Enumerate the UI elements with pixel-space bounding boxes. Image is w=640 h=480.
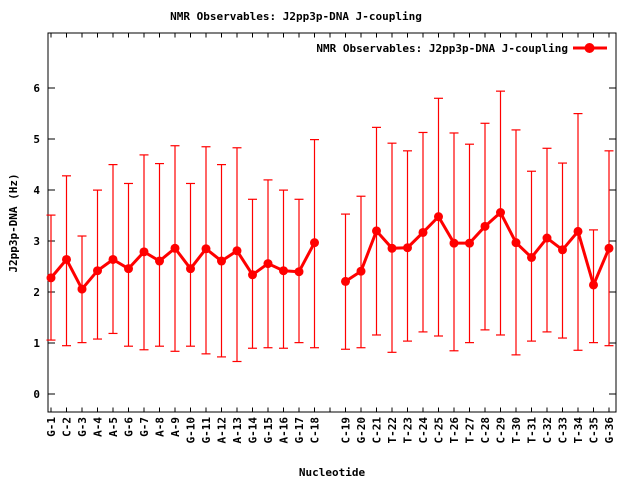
x-tick-label: C-33 bbox=[557, 417, 570, 444]
y-tick-label: 3 bbox=[33, 235, 40, 248]
y-axis-label: J2pp3p-DNA (Hz) bbox=[7, 173, 20, 272]
x-tick-label: G-15 bbox=[262, 417, 275, 444]
x-tick-label: A-5 bbox=[107, 417, 120, 437]
x-tick-label: G-6 bbox=[123, 417, 136, 437]
data-point-marker bbox=[232, 246, 242, 256]
data-point-marker bbox=[604, 243, 614, 253]
legend-label: NMR Observables: J2pp3p-DNA J-coupling bbox=[316, 42, 568, 55]
data-point-marker bbox=[124, 264, 133, 274]
x-tick-label: A-12 bbox=[216, 417, 229, 444]
x-tick-label: G-14 bbox=[247, 417, 260, 444]
x-tick-label: C-25 bbox=[433, 417, 446, 444]
data-point-marker bbox=[511, 238, 521, 248]
data-point-marker bbox=[155, 256, 164, 266]
data-point-marker bbox=[93, 266, 102, 276]
chart-title: NMR Observables: J2pp3p-DNA J-coupling bbox=[170, 10, 422, 23]
data-point-marker bbox=[372, 226, 381, 236]
x-tick-label: C-2 bbox=[61, 417, 74, 437]
x-tick-label: A-13 bbox=[231, 417, 244, 444]
x-tick-label: A-9 bbox=[169, 417, 182, 437]
y-tick-label: 0 bbox=[33, 388, 40, 401]
x-tick-label: C-29 bbox=[495, 417, 508, 444]
x-tick-label: T-26 bbox=[448, 417, 461, 444]
data-point-marker bbox=[108, 254, 118, 264]
data-point-marker bbox=[279, 266, 288, 276]
data-point-marker bbox=[310, 238, 319, 248]
data-point-marker bbox=[465, 238, 474, 248]
y-tick-label: 2 bbox=[33, 286, 40, 299]
data-point-marker bbox=[418, 227, 428, 237]
x-tick-label: C-18 bbox=[309, 417, 322, 444]
x-axis-label: Nucleotide bbox=[298, 466, 366, 479]
data-point-marker bbox=[496, 208, 505, 218]
x-tick-label: C-32 bbox=[541, 417, 554, 444]
data-point-marker bbox=[62, 254, 71, 264]
data-point-marker bbox=[449, 238, 459, 248]
data-point-marker bbox=[248, 270, 257, 280]
x-tick-label: T-27 bbox=[464, 417, 477, 444]
legend-marker-icon bbox=[584, 43, 595, 53]
x-tick-label: T-23 bbox=[402, 417, 415, 444]
x-tick-label: G-1 bbox=[45, 417, 58, 437]
data-point-marker bbox=[573, 226, 583, 236]
x-tick-label: G-20 bbox=[355, 417, 368, 444]
data-point-marker bbox=[77, 284, 87, 294]
series-line bbox=[49, 241, 316, 291]
data-point-marker bbox=[558, 245, 567, 255]
y-tick-label: 4 bbox=[33, 184, 40, 197]
y-tick-label: 5 bbox=[33, 133, 40, 146]
data-point-marker bbox=[217, 256, 226, 266]
data-point-marker bbox=[403, 243, 412, 253]
x-tick-label: G-10 bbox=[185, 417, 198, 444]
data-point-marker bbox=[480, 221, 490, 231]
data-point-marker bbox=[542, 233, 552, 243]
x-tick-label: T-31 bbox=[526, 417, 539, 444]
data-point-marker bbox=[201, 244, 211, 254]
data-point-marker bbox=[356, 266, 366, 276]
x-tick-label: C-28 bbox=[479, 417, 492, 444]
x-tick-label: C-35 bbox=[588, 417, 601, 444]
x-tick-label: C-19 bbox=[340, 417, 353, 444]
data-point-marker bbox=[139, 247, 149, 257]
data-point-marker bbox=[589, 280, 598, 290]
data-point-marker bbox=[170, 243, 180, 253]
data-point-marker bbox=[434, 212, 443, 222]
plot-frame bbox=[47, 32, 617, 413]
data-point-marker bbox=[294, 267, 304, 277]
x-tick-label: A-4 bbox=[92, 417, 105, 437]
x-tick-label: C-24 bbox=[417, 417, 430, 444]
data-point-marker bbox=[46, 273, 56, 283]
x-tick-label: G-17 bbox=[293, 417, 306, 444]
x-tick-label: T-34 bbox=[572, 417, 585, 444]
x-tick-label: T-22 bbox=[386, 417, 399, 444]
series-line bbox=[344, 211, 611, 287]
y-tick-label: 6 bbox=[33, 82, 40, 95]
x-tick-label: G-7 bbox=[138, 417, 151, 437]
data-point-marker bbox=[527, 252, 536, 262]
x-tick-label: A-8 bbox=[154, 417, 167, 437]
x-tick-label: G-36 bbox=[603, 417, 616, 444]
x-tick-label: T-30 bbox=[510, 417, 523, 444]
x-tick-label: C-21 bbox=[371, 417, 384, 444]
data-point-marker bbox=[387, 243, 397, 253]
data-point-marker bbox=[263, 259, 273, 269]
data-point-marker bbox=[186, 264, 195, 274]
y-tick-label: 1 bbox=[33, 337, 40, 350]
data-point-marker bbox=[341, 276, 350, 286]
x-tick-label: G-11 bbox=[200, 417, 213, 444]
x-tick-label: G-3 bbox=[76, 417, 89, 437]
x-tick-label: A-16 bbox=[278, 417, 291, 444]
